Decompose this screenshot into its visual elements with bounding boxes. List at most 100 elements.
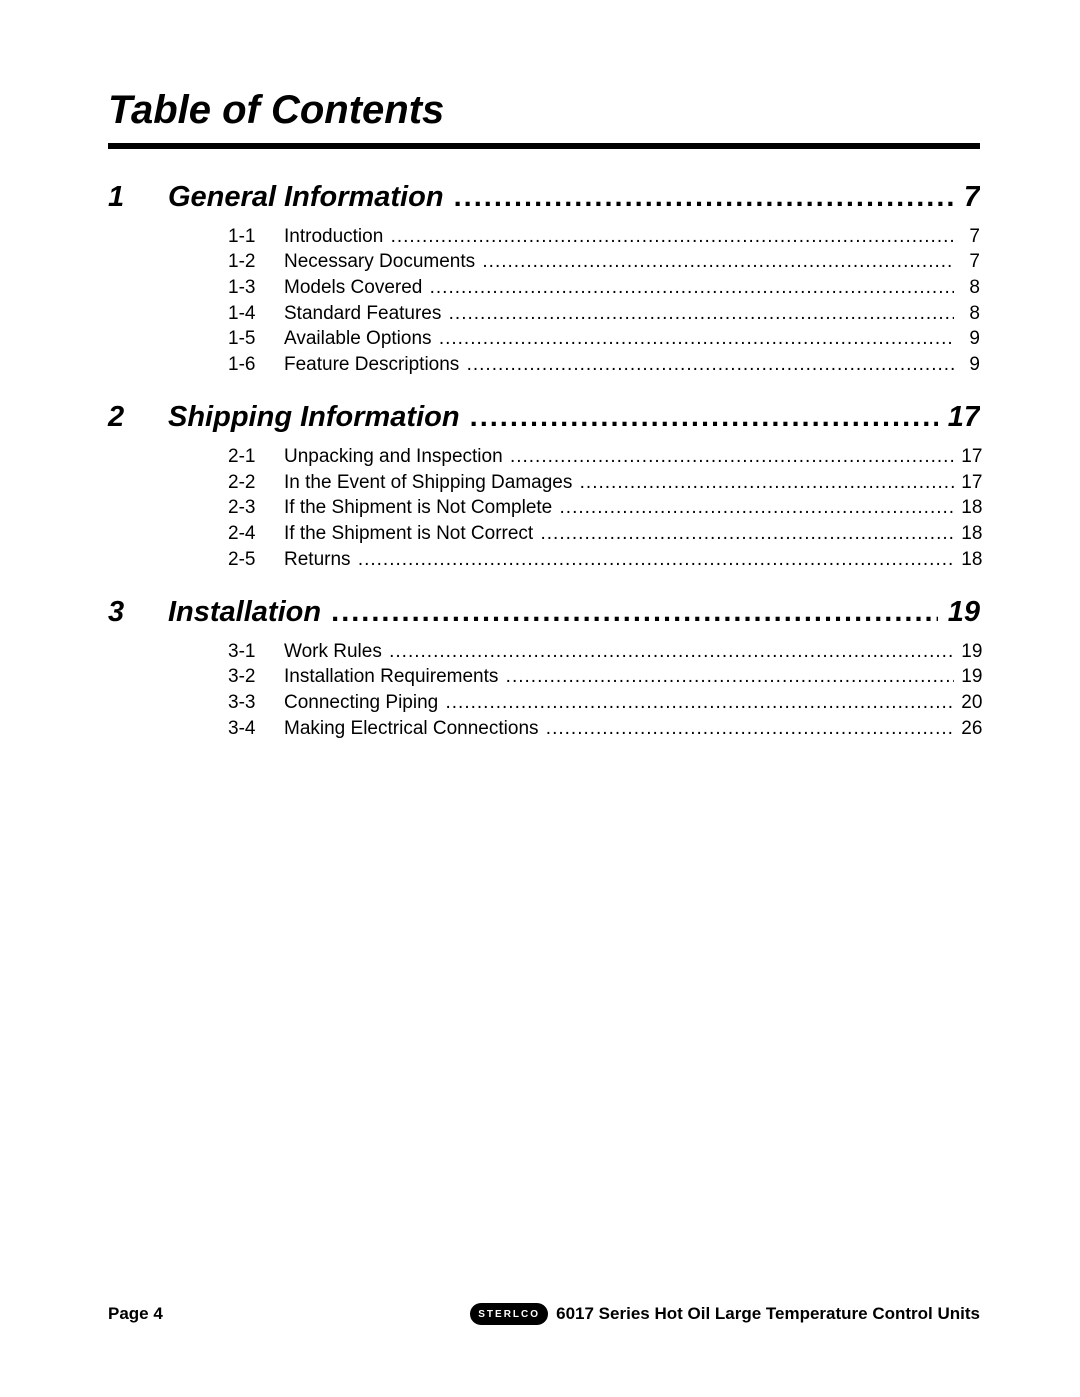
item-number: 1-2	[228, 249, 284, 275]
toc-section-heading[interactable]: 2Shipping Information 17	[108, 397, 980, 438]
item-page: 8	[956, 301, 980, 327]
toc-item[interactable]: 1-4Standard Features 8	[228, 301, 980, 327]
leader-dots	[449, 301, 954, 327]
item-number: 2-1	[228, 444, 284, 470]
item-title: Making Electrical Connections	[284, 716, 544, 742]
toc-item[interactable]: 1-5Available Options 9	[228, 326, 980, 352]
leader-dots	[331, 592, 938, 633]
footer-doc-title: 6017 Series Hot Oil Large Temperature Co…	[556, 1304, 980, 1324]
leader-dots	[510, 444, 954, 470]
item-page: 19	[956, 664, 980, 690]
toc-item[interactable]: 1-1Introduction 7	[228, 224, 980, 250]
toc-item[interactable]: 1-2Necessary Documents 7	[228, 249, 980, 275]
item-number: 1-6	[228, 352, 284, 378]
title-rule	[108, 143, 980, 149]
toc-subitems: 2-1Unpacking and Inspection 172-2In the …	[108, 444, 980, 572]
section-title-wrap: Shipping Information 17	[168, 397, 980, 438]
item-title: Returns	[284, 547, 356, 573]
item-title: Available Options	[284, 326, 437, 352]
section-page: 19	[940, 592, 980, 633]
item-number: 2-2	[228, 470, 284, 496]
leader-dots	[391, 224, 954, 250]
leader-dots	[580, 470, 954, 496]
page-footer: Page 4 STERLCO 6017 Series Hot Oil Large…	[108, 1303, 980, 1325]
leader-dots	[470, 397, 938, 438]
leader-dots	[546, 716, 954, 742]
item-title: Standard Features	[284, 301, 447, 327]
section-number: 2	[108, 397, 168, 438]
item-title: Unpacking and Inspection	[284, 444, 508, 470]
toc-item[interactable]: 3-2Installation Requirements 19	[228, 664, 980, 690]
item-title: Connecting Piping	[284, 690, 444, 716]
item-number: 1-4	[228, 301, 284, 327]
item-page: 17	[956, 470, 980, 496]
leader-dots	[446, 690, 955, 716]
item-number: 1-1	[228, 224, 284, 250]
item-number: 2-3	[228, 495, 284, 521]
item-page: 18	[956, 495, 980, 521]
leader-dots	[430, 275, 954, 301]
toc-item[interactable]: 2-1Unpacking and Inspection 17	[228, 444, 980, 470]
section-title: General Information	[168, 177, 452, 218]
leader-dots	[560, 495, 954, 521]
page: Table of Contents 1General Information 7…	[0, 0, 1080, 1397]
leader-dots	[389, 639, 954, 665]
leader-dots	[506, 664, 954, 690]
item-number: 3-1	[228, 639, 284, 665]
item-number: 3-3	[228, 690, 284, 716]
item-page: 9	[956, 352, 980, 378]
item-page: 17	[956, 444, 980, 470]
item-page: 18	[956, 521, 980, 547]
toc-subitems: 1-1Introduction 71-2Necessary Documents …	[108, 224, 980, 378]
toc-section-heading[interactable]: 1General Information 7	[108, 177, 980, 218]
toc-item[interactable]: 2-5Returns 18	[228, 547, 980, 573]
item-page: 9	[956, 326, 980, 352]
leader-dots	[482, 249, 954, 275]
item-title: In the Event of Shipping Damages	[284, 470, 578, 496]
toc-section: 1General Information 71-1Introduction 71…	[108, 177, 980, 377]
toc-title: Table of Contents	[108, 88, 980, 133]
toc-item[interactable]: 3-4Making Electrical Connections 26	[228, 716, 980, 742]
leader-dots	[454, 177, 954, 218]
leader-dots	[439, 326, 954, 352]
section-number: 1	[108, 177, 168, 218]
item-title: Work Rules	[284, 639, 387, 665]
item-title: Models Covered	[284, 275, 428, 301]
item-title: If the Shipment is Not Correct	[284, 521, 539, 547]
leader-dots	[541, 521, 955, 547]
item-number: 1-5	[228, 326, 284, 352]
footer-right: STERLCO 6017 Series Hot Oil Large Temper…	[470, 1303, 980, 1325]
toc-item[interactable]: 2-2In the Event of Shipping Damages 17	[228, 470, 980, 496]
toc-sections: 1General Information 71-1Introduction 71…	[108, 177, 980, 741]
section-page: 7	[956, 177, 980, 218]
sterlco-logo-icon: STERLCO	[470, 1303, 548, 1325]
toc-item[interactable]: 1-6Feature Descriptions 9	[228, 352, 980, 378]
item-page: 19	[956, 639, 980, 665]
toc-subitems: 3-1Work Rules 193-2Installation Requirem…	[108, 639, 980, 742]
leader-dots	[467, 352, 954, 378]
item-number: 2-5	[228, 547, 284, 573]
footer-page-label: Page 4	[108, 1304, 163, 1324]
item-number: 2-4	[228, 521, 284, 547]
toc-section-heading[interactable]: 3Installation 19	[108, 592, 980, 633]
toc-section: 3Installation 193-1Work Rules 193-2Insta…	[108, 592, 980, 741]
item-title: Necessary Documents	[284, 249, 480, 275]
item-page: 7	[956, 224, 980, 250]
section-number: 3	[108, 592, 168, 633]
toc-item[interactable]: 3-3Connecting Piping 20	[228, 690, 980, 716]
item-number: 3-2	[228, 664, 284, 690]
toc-item[interactable]: 3-1Work Rules 19	[228, 639, 980, 665]
item-title: Feature Descriptions	[284, 352, 465, 378]
item-page: 20	[956, 690, 980, 716]
leader-dots	[358, 547, 954, 573]
section-title: Shipping Information	[168, 397, 468, 438]
toc-item[interactable]: 2-4If the Shipment is Not Correct 18	[228, 521, 980, 547]
item-title: Installation Requirements	[284, 664, 504, 690]
section-page: 17	[940, 397, 980, 438]
toc-item[interactable]: 2-3If the Shipment is Not Complete 18	[228, 495, 980, 521]
item-page: 26	[956, 716, 980, 742]
toc-item[interactable]: 1-3Models Covered 8	[228, 275, 980, 301]
section-title: Installation	[168, 592, 329, 633]
item-page: 18	[956, 547, 980, 573]
item-title: If the Shipment is Not Complete	[284, 495, 558, 521]
